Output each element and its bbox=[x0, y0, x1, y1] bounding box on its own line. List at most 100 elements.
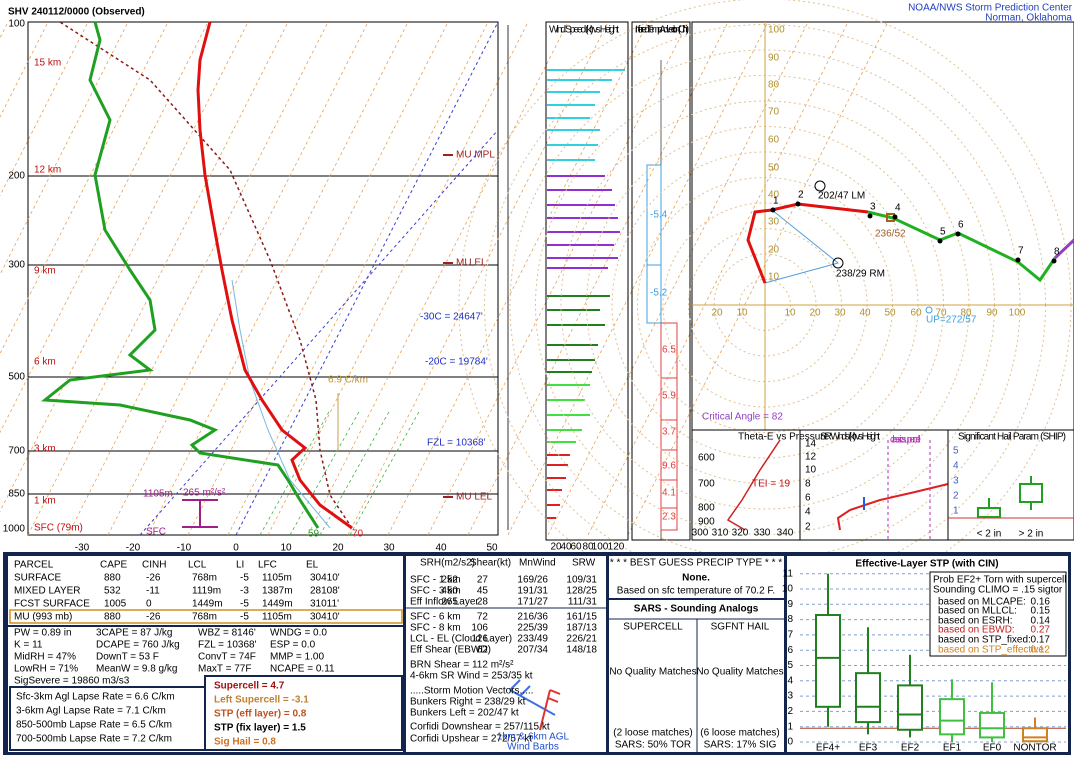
table-header: SRW bbox=[572, 558, 596, 569]
legend-text: based on ESRH: bbox=[938, 616, 1013, 627]
kinematic-line: Corfidi Upshear = 272/57 kt bbox=[410, 734, 532, 745]
pressure-label: 300 bbox=[8, 260, 25, 271]
table-cell: SFC - 6 km bbox=[410, 612, 461, 623]
legend-value: 0.15 bbox=[1031, 606, 1051, 617]
table-cell: Eff Shear (EBWD) bbox=[410, 645, 491, 656]
height-label: 1 km bbox=[34, 496, 56, 507]
temp-label: 40 bbox=[435, 543, 447, 554]
table-cell: -3 bbox=[240, 586, 249, 597]
tick-label: 900 bbox=[698, 517, 715, 528]
tick-label: 11 bbox=[783, 568, 794, 579]
kinematic-line: Bunkers Left = 202/47 kt bbox=[410, 708, 519, 719]
index: K = 11 bbox=[14, 640, 43, 651]
panel-title: Significant Hail Param (SHIP) bbox=[958, 432, 1066, 443]
legend-value: 0.17 bbox=[1031, 635, 1051, 646]
table-header: EL bbox=[306, 560, 319, 571]
hodo-point-label: 7 bbox=[1018, 246, 1024, 257]
annotation: 6.9 C/km bbox=[328, 375, 368, 386]
kinematic-line: 4-6km SR Wind = 253/35 kt bbox=[410, 671, 533, 682]
lapse-rate: 700-500mb Lapse Rate = 7.2 C/km bbox=[16, 734, 172, 745]
location: Norman, Oklahoma bbox=[985, 13, 1072, 24]
table-header: CAPE bbox=[100, 560, 128, 571]
table-cell: -5 bbox=[240, 612, 249, 623]
table-cell: 450 bbox=[441, 586, 458, 597]
tick-label: 800 bbox=[698, 503, 715, 514]
table-header: LCL bbox=[188, 560, 207, 571]
annotation: 70 bbox=[352, 529, 364, 540]
table-cell: Eff Inflow Layer bbox=[410, 597, 479, 608]
index: 3CAPE = 87 J/kg bbox=[96, 628, 172, 639]
index: MaxT = 77F bbox=[198, 664, 251, 675]
tick-label: 4 bbox=[787, 675, 793, 686]
advection-value: 6.5 bbox=[662, 345, 676, 356]
table-cell: -5 bbox=[240, 599, 249, 610]
composite: STP (eff layer) = 0.8 bbox=[214, 709, 307, 720]
sars-title: SARS - Sounding Analogs bbox=[634, 604, 759, 615]
hodo-tick: 10 bbox=[784, 308, 796, 319]
index: MeanW = 9.8 g/kg bbox=[96, 664, 177, 675]
tick-label: 80 bbox=[582, 542, 594, 553]
sars-header: SUPERCELL bbox=[623, 622, 683, 633]
tick-label: 4 bbox=[953, 461, 959, 472]
tick-label: 6 bbox=[787, 645, 793, 656]
hodo-point-label: 2 bbox=[798, 190, 804, 201]
table-cell: 1387m bbox=[262, 586, 293, 597]
tick-label: 310 bbox=[712, 528, 729, 539]
height-label: 6 km bbox=[34, 357, 56, 368]
hodo-tick: 30 bbox=[768, 217, 780, 228]
barb-caption: Wind Barbs bbox=[507, 742, 559, 753]
table-header: Shear(kt) bbox=[470, 558, 511, 569]
legend-value: 0.27 bbox=[1031, 625, 1051, 636]
advection-value: 4.1 bbox=[662, 488, 676, 499]
legend-text: Sounding CLIMO = .15 sigtor bbox=[933, 585, 1063, 596]
sars-result: SARS: 17% SIG bbox=[704, 740, 777, 751]
tei: TEI = 19 bbox=[752, 479, 791, 490]
tick-label: 3 bbox=[787, 691, 793, 702]
tick-label: 8 bbox=[787, 614, 793, 625]
table-cell: -26 bbox=[146, 612, 161, 623]
tick-label: 10 bbox=[805, 465, 817, 476]
hodo-tick: 70 bbox=[768, 107, 780, 118]
legend-text: based on MLLCL: bbox=[938, 606, 1017, 617]
table-cell: LCL - EL (Cloud Layer) bbox=[410, 634, 512, 645]
pressure-label: 1000 bbox=[3, 524, 26, 535]
table-cell: 532 bbox=[104, 586, 121, 597]
table-cell: 31011' bbox=[310, 599, 339, 610]
table-cell: 187/13 bbox=[566, 623, 597, 634]
table-cell: 1005 bbox=[104, 599, 127, 610]
table-header: LFC bbox=[258, 560, 277, 571]
table-cell: 28 bbox=[477, 597, 489, 608]
pressure-label: 500 bbox=[8, 372, 25, 383]
hodo-tick: 100 bbox=[1009, 308, 1026, 319]
tick-label: 5 bbox=[787, 660, 793, 671]
stp-box bbox=[815, 614, 841, 708]
org: NOAA/NWS Storm Prediction Center bbox=[908, 3, 1073, 14]
sars-result: SARS: 50% TOR bbox=[615, 740, 691, 751]
table-header: PARCEL bbox=[14, 560, 54, 571]
table-cell: 109/31 bbox=[566, 575, 597, 586]
index: PW = 0.89 in bbox=[14, 628, 72, 639]
table-cell: 111/31 bbox=[568, 597, 598, 608]
annotation: 1105m bbox=[143, 489, 173, 500]
precip-note: Based on sfc temperature of 70.2 F. bbox=[617, 586, 775, 597]
pressure-label: 200 bbox=[8, 171, 25, 182]
tick-label: 12 bbox=[805, 452, 817, 463]
tick-label: 5 bbox=[953, 446, 959, 457]
pressure-label: 100 bbox=[8, 19, 25, 30]
stp-box bbox=[1022, 727, 1048, 743]
hodo-point bbox=[1015, 257, 1021, 263]
height-label: SFC (79m) bbox=[34, 523, 83, 534]
stp-category: EF0 bbox=[983, 743, 1002, 754]
hodo-label: 238/29 RM bbox=[836, 269, 885, 280]
table-cell: -11 bbox=[146, 586, 160, 597]
stp-category: EF4+ bbox=[816, 743, 840, 754]
table-cell: 265 bbox=[441, 597, 458, 608]
hodo-point bbox=[867, 213, 873, 219]
composite: Sig Hail = 0.8 bbox=[214, 737, 276, 748]
sars-loose: (6 loose matches) bbox=[700, 728, 779, 739]
kinematic-line: Corfidi Downshear = 257/115 kt bbox=[410, 722, 550, 733]
table-cell: 0 bbox=[146, 599, 152, 610]
tick-label: 2 bbox=[787, 706, 793, 717]
sars-match: No Quality Matches bbox=[609, 667, 696, 678]
